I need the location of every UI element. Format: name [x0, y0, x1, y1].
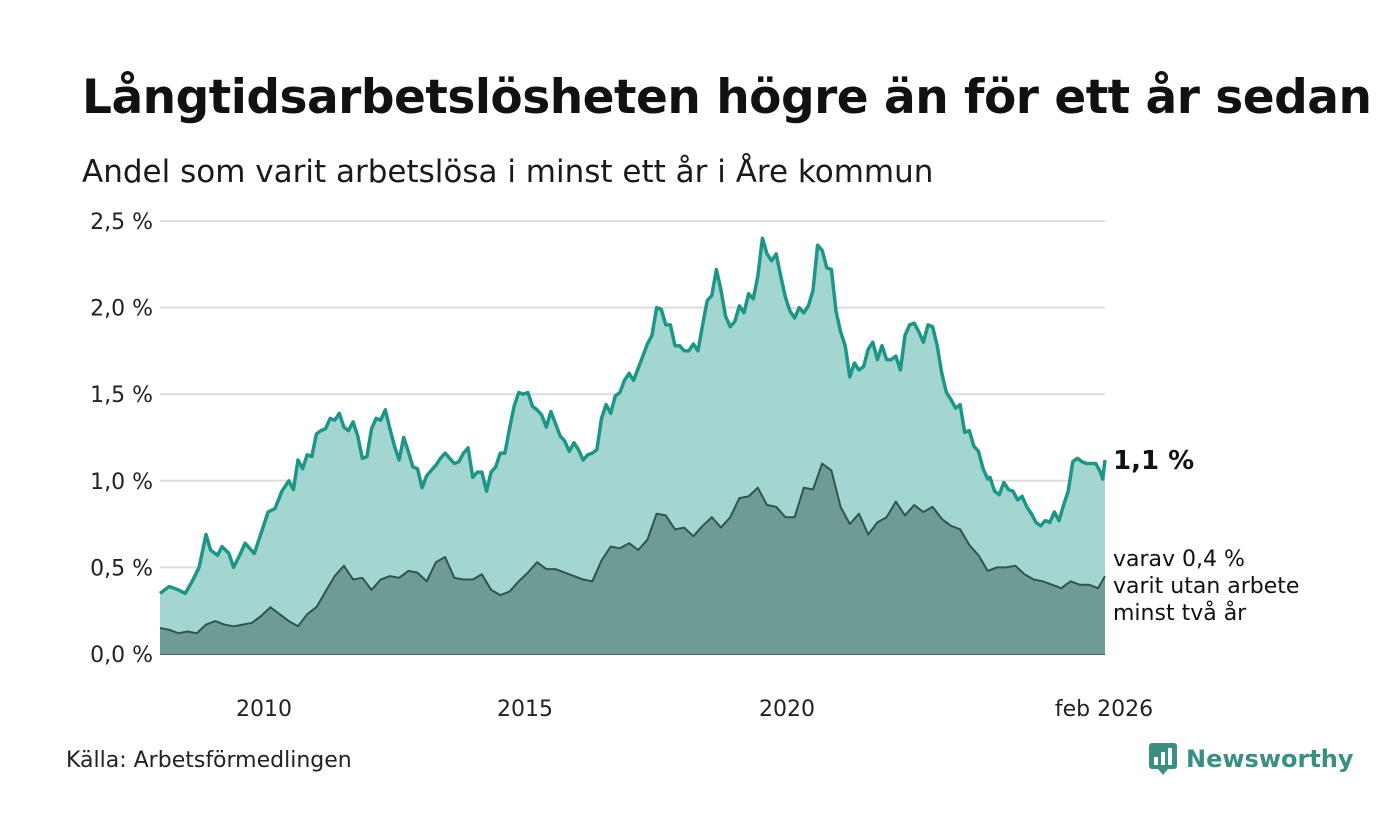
secondary-value-label: minst två år [1113, 600, 1247, 626]
secondary-value-label: varav 0,4 % [1113, 547, 1245, 572]
y-tick-label: 2,0 % [90, 297, 153, 322]
y-tick-label: 2,5 % [90, 210, 153, 235]
x-tick-label: 2020 [759, 697, 815, 722]
x-axis-labels: 2010 2015 2020 feb 2026 [236, 697, 1153, 722]
brand-logo: Newsworthy [1148, 742, 1354, 776]
last-value-label: 1,1 % [1113, 446, 1194, 476]
y-tick-label: 0,0 % [90, 643, 153, 668]
y-axis-labels: 0,0 % 0,5 % 1,0 % 1,5 % 2,0 % 2,5 % [90, 210, 153, 668]
line-very-long-term-unemployed [159, 462, 1106, 635]
x-tick-label: 2015 [497, 697, 553, 722]
chart-subtitle: Andel som varit arbetslösa i minst ett å… [82, 154, 934, 190]
newsworthy-logo-icon [1149, 743, 1177, 775]
chart-title: Långtidsarbetslösheten högre än för ett … [82, 70, 1372, 125]
y-tick-label: 0,5 % [90, 556, 153, 581]
line-long-term-unemployed [158, 236, 1107, 596]
y-tick-label: 1,0 % [90, 470, 153, 495]
area-very-long-term-unemployed [160, 463, 1105, 654]
secondary-value-label: varit utan arbete [1113, 574, 1299, 599]
chart-areas [158, 236, 1107, 655]
y-tick-label: 1,5 % [90, 383, 153, 408]
x-tick-label: 2010 [236, 697, 292, 722]
area-chart: 0,0 %0,5 %1,0 %1,5 %2,0 %2,5 % 2010 2015 2… [90, 210, 1299, 722]
x-tick-label: feb 2026 [1055, 697, 1153, 722]
source-note: Källa: Arbetsförmedlingen [66, 748, 352, 773]
brand-name: Newsworthy [1186, 745, 1354, 773]
